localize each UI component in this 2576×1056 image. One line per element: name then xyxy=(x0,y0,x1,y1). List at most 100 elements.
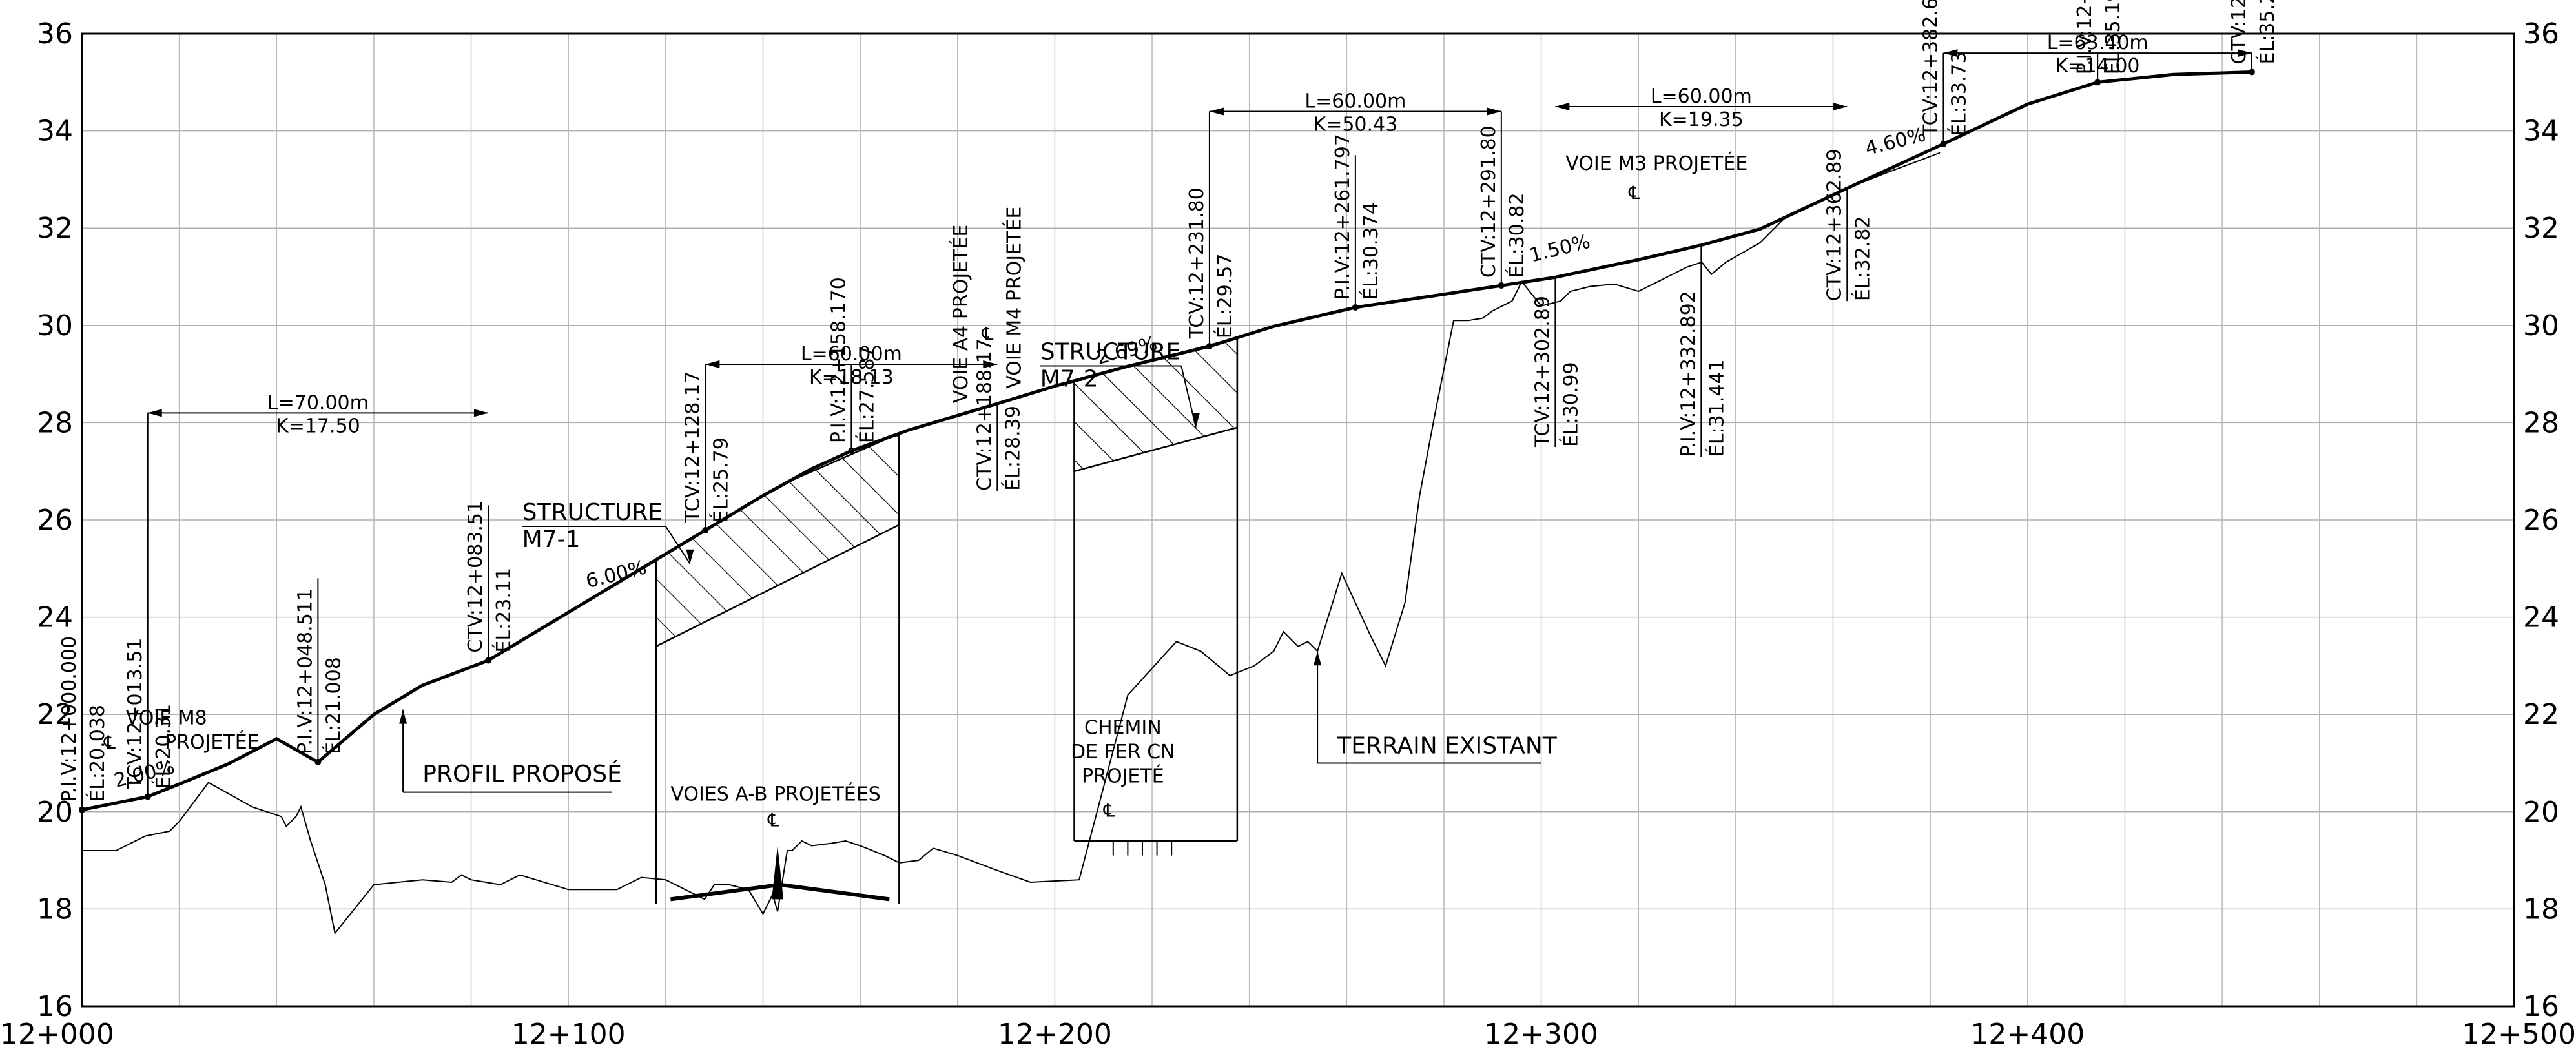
y-tick-label-left: 32 xyxy=(37,212,73,245)
y-tick-label-left: 34 xyxy=(37,115,73,148)
station-elevation-label: ÉL:21.008 xyxy=(322,657,345,754)
leader-arrow xyxy=(686,549,694,564)
station-label: P.I.V:12+332.892 xyxy=(1677,291,1700,457)
curve-length-label: L=60.00m xyxy=(1651,85,1752,108)
station-label: CTV:12+446.09 xyxy=(2228,0,2251,64)
station-point xyxy=(79,806,85,813)
y-tick-label-left: 26 xyxy=(37,504,73,537)
y-tick-label-right: 32 xyxy=(2523,212,2559,245)
y-tick-label-left: 16 xyxy=(37,990,73,1023)
voie-m8-label: VOIE M8 xyxy=(126,707,207,729)
grid xyxy=(81,33,2515,1007)
curve-dimension-arrow xyxy=(2237,49,2252,57)
y-tick-label-left: 24 xyxy=(37,601,73,634)
station-label: TCV:12+128.17 xyxy=(681,371,704,523)
y-tick-label-right: 36 xyxy=(2523,17,2559,50)
voies-ab-label: VOIES A-B PROJETÉES xyxy=(670,782,880,805)
series xyxy=(81,70,2252,935)
x-tick-label: 12+400 xyxy=(1970,1018,2085,1051)
centerline-symbol: ℄ xyxy=(767,809,779,831)
y-tick-label-right: 28 xyxy=(2523,406,2559,439)
station-label: P.I.V:12+414.388 xyxy=(2074,0,2096,74)
y-tick-label-left: 22 xyxy=(37,698,73,731)
chemin-label: PROJETÉ xyxy=(1082,765,1164,788)
y-tick-label-left: 18 xyxy=(37,893,73,926)
y-tick-label-right: 22 xyxy=(2523,698,2559,731)
station-elevation-label: ÉL:25.79 xyxy=(709,437,732,523)
leader-arrow xyxy=(1191,413,1200,428)
curve-k-label: K=19.35 xyxy=(1659,109,1744,131)
curve-dimension-arrow xyxy=(147,409,162,417)
axes: 16 16 18 18 20 20 22 22 24 24 26 26 28 28 30 30 32 32 34 34… xyxy=(0,17,2576,1051)
existing-terrain-line xyxy=(82,152,1941,935)
station-label: CTV:12+188.17 xyxy=(973,338,996,491)
curve-dimension-arrow xyxy=(1833,102,1848,110)
structure-m7-1-label: M7-1 xyxy=(522,526,581,553)
curve-length-label: L=70.00m xyxy=(267,391,369,414)
station-elevation-label: ÉL:29.57 xyxy=(1213,254,1237,339)
curve-dimension-arrow xyxy=(705,360,720,369)
y-tick-label-right: 24 xyxy=(2523,601,2559,634)
profil-propose-label: PROFIL PROPOSÉ xyxy=(422,760,622,787)
station-elevation-label: ÉL:27.587 xyxy=(855,346,878,443)
centerline-symbol: ℄ xyxy=(1103,800,1115,821)
grade-label: 1.50% xyxy=(1527,231,1592,267)
station-labels: P.I.V:12+000.000 ÉL:20.038 TCV:12+013.51 ÉL… xyxy=(58,0,2279,813)
station-point xyxy=(2094,79,2101,86)
voie-a4-label: VOIE A4 PROJETÉE xyxy=(949,225,973,404)
station-point xyxy=(2248,68,2255,76)
curve-k-label: K=17.50 xyxy=(276,415,360,437)
vertical-curves: L=70.00mK=17.50L=60.00mK=18.13L=60.00mK=… xyxy=(147,32,2252,437)
station-elevation-label: ÉL:30.99 xyxy=(1559,362,1582,447)
station-label: P.I.V:12+048.511 xyxy=(294,588,316,754)
station-elevation-label: ÉL:20.038 xyxy=(86,705,109,802)
x-tick-label: 12+000 xyxy=(0,1018,114,1051)
plot-frame xyxy=(81,32,2515,1008)
station-elevation-label: ÉL:30.82 xyxy=(1505,192,1529,278)
station-point xyxy=(702,526,709,533)
y-tick-label-left: 36 xyxy=(37,17,73,50)
curve-length-label: L=60.00m xyxy=(801,343,902,366)
x-tick-label: 12+300 xyxy=(1484,1018,1598,1051)
y-tick-label-left: 28 xyxy=(37,406,73,439)
station-label: CTV:12+083.51 xyxy=(464,501,487,653)
station-point xyxy=(484,657,491,664)
profil-leader-arrow xyxy=(399,709,407,724)
station-point xyxy=(1206,343,1213,350)
station-label: P.I.V:12+158.170 xyxy=(827,277,850,443)
curve-k-label: K=50.43 xyxy=(1314,113,1398,136)
station-point xyxy=(314,758,322,765)
station-label: TCV:12+382.69 xyxy=(1919,0,1942,137)
station-elevation-label: ÉL:20.31 xyxy=(152,704,175,789)
chemin-label: CHEMIN xyxy=(1084,716,1162,739)
station-label: P.I.V:12+261.797 xyxy=(1332,134,1354,300)
station-point xyxy=(144,793,151,800)
station-label: TCV:12+302.89 xyxy=(1531,296,1554,448)
track-marker xyxy=(772,845,784,900)
station-label: TCV:12+231.80 xyxy=(1186,187,1208,339)
station-elevation-label: ÉL:35.21 xyxy=(2256,0,2279,64)
station-elevation-label: ÉL:30.374 xyxy=(1359,202,1383,300)
terrain-leader-arrow xyxy=(1314,651,1322,666)
y-tick-label-right: 26 xyxy=(2523,504,2559,537)
grade-label: 6.00% xyxy=(584,556,649,593)
y-tick-label-right: 20 xyxy=(2523,796,2559,829)
voie-m8-label: PROJETÉE xyxy=(165,730,260,754)
y-tick-label-left: 30 xyxy=(37,309,73,342)
y-tick-label-right: 16 xyxy=(2523,990,2559,1023)
terrain-existant-label: TERRAIN EXISTANT xyxy=(1336,732,1558,759)
curve-length-label: L=60.00m xyxy=(1304,90,1406,112)
station-label: TCV:12+013.51 xyxy=(124,637,147,789)
curve-dimension-arrow xyxy=(473,409,488,417)
curve-dimension-arrow xyxy=(1209,107,1224,116)
y-tick-label-right: 18 xyxy=(2523,893,2559,926)
y-tick-label-left: 20 xyxy=(37,796,73,829)
voie-m3-label: VOIE M3 PROJETÉE xyxy=(1565,152,1747,175)
structure-m7-2-label: STRUCTURE xyxy=(1040,339,1180,366)
station-elevation-label: ÉL:35.190 xyxy=(2101,0,2125,74)
curve-dimension-arrow xyxy=(983,360,998,369)
curve-dimension-arrow xyxy=(1555,102,1570,110)
station-point xyxy=(1498,282,1505,289)
